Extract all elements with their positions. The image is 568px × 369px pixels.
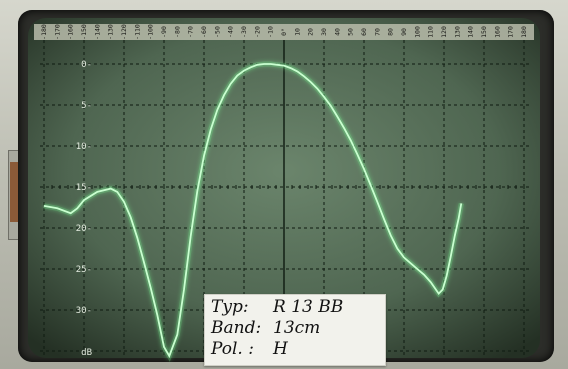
degree-tick-label: -40: [227, 26, 235, 38]
degree-tick-label: 40: [333, 28, 341, 36]
degree-scale-strip: [34, 24, 534, 40]
degree-tick-label: -50: [213, 26, 221, 38]
db-tick-label: 0-: [81, 60, 92, 70]
degree-tick-label: 50: [347, 28, 355, 36]
degree-tick-label: -180: [40, 24, 48, 40]
label-pol-value: H: [273, 339, 288, 359]
degree-tick-label: -60: [200, 26, 208, 38]
label-typ: Typ: R 13 BB: [211, 297, 343, 317]
degree-tick-label: -90: [160, 26, 168, 38]
degree-tick-label: 140: [467, 26, 475, 38]
degree-tick-label: 10: [293, 28, 301, 36]
degree-tick-label: 100: [413, 26, 421, 38]
label-pol: Pol. : H: [211, 339, 288, 359]
degree-tick-label: -80: [173, 26, 181, 38]
label-card: Typ: R 13 BB Band: 13cm Pol. : H: [204, 294, 386, 366]
degree-tick-label: 110: [427, 26, 435, 38]
degree-tick-label: 60: [360, 28, 368, 36]
degree-tick-label: -30: [240, 26, 248, 38]
db-tick-label: 20-: [76, 224, 92, 234]
label-pol-key: Pol. :: [211, 339, 254, 359]
db-tick-label: 10-: [76, 142, 92, 152]
degree-tick-label: -120: [120, 24, 128, 40]
degree-tick-label: -100: [147, 24, 155, 40]
label-typ-key: Typ:: [211, 297, 249, 317]
db-tick-label: 30-: [76, 306, 92, 316]
degree-tick-label: 90: [400, 28, 408, 36]
degree-tick-label: -150: [80, 24, 88, 40]
db-tick-label: 15-: [76, 183, 92, 193]
degree-tick-label: -130: [107, 24, 115, 40]
degree-tick-label: 170: [507, 26, 515, 38]
label-band-value: 13cm: [273, 318, 321, 338]
degree-tick-label: -160: [67, 24, 75, 40]
degree-scale: -180 -170 -160 -150 -140 -130 -120 -110 -100 -90-…: [34, 24, 534, 40]
degree-tick-label: 150: [480, 26, 488, 38]
label-band: Band: 13cm: [211, 318, 320, 338]
degree-tick-label: -10: [267, 26, 275, 38]
degree-tick-label: 130: [453, 26, 461, 38]
label-typ-value: R 13 BB: [273, 297, 344, 317]
degree-tick-label: 120: [440, 26, 448, 38]
degree-tick-label: -170: [53, 24, 61, 40]
degree-tick-label: 160: [493, 26, 501, 38]
degree-tick-label: -20: [253, 26, 261, 38]
degree-tick-label: -110: [133, 24, 141, 40]
degree-tick-label: 30: [320, 28, 328, 36]
degree-tick-label: -70: [187, 26, 195, 38]
label-band-key: Band:: [211, 318, 262, 338]
radiation-pattern-trace: [43, 63, 463, 359]
degree-tick-label: 20: [307, 28, 315, 36]
db-scale: 0- 5- 10- 15- 20- 25- 30- dB: [76, 60, 92, 358]
degree-tick-label: 180: [520, 26, 528, 38]
degree-tick-label: 80: [387, 28, 395, 36]
db-tick-label: dB: [81, 348, 92, 358]
degree-tick-label: -140: [93, 24, 101, 40]
db-tick-label: 25-: [76, 265, 92, 275]
degree-tick-label: 0°: [280, 28, 288, 36]
degree-tick-label: 70: [373, 28, 381, 36]
db-tick-label: 5-: [81, 101, 92, 111]
